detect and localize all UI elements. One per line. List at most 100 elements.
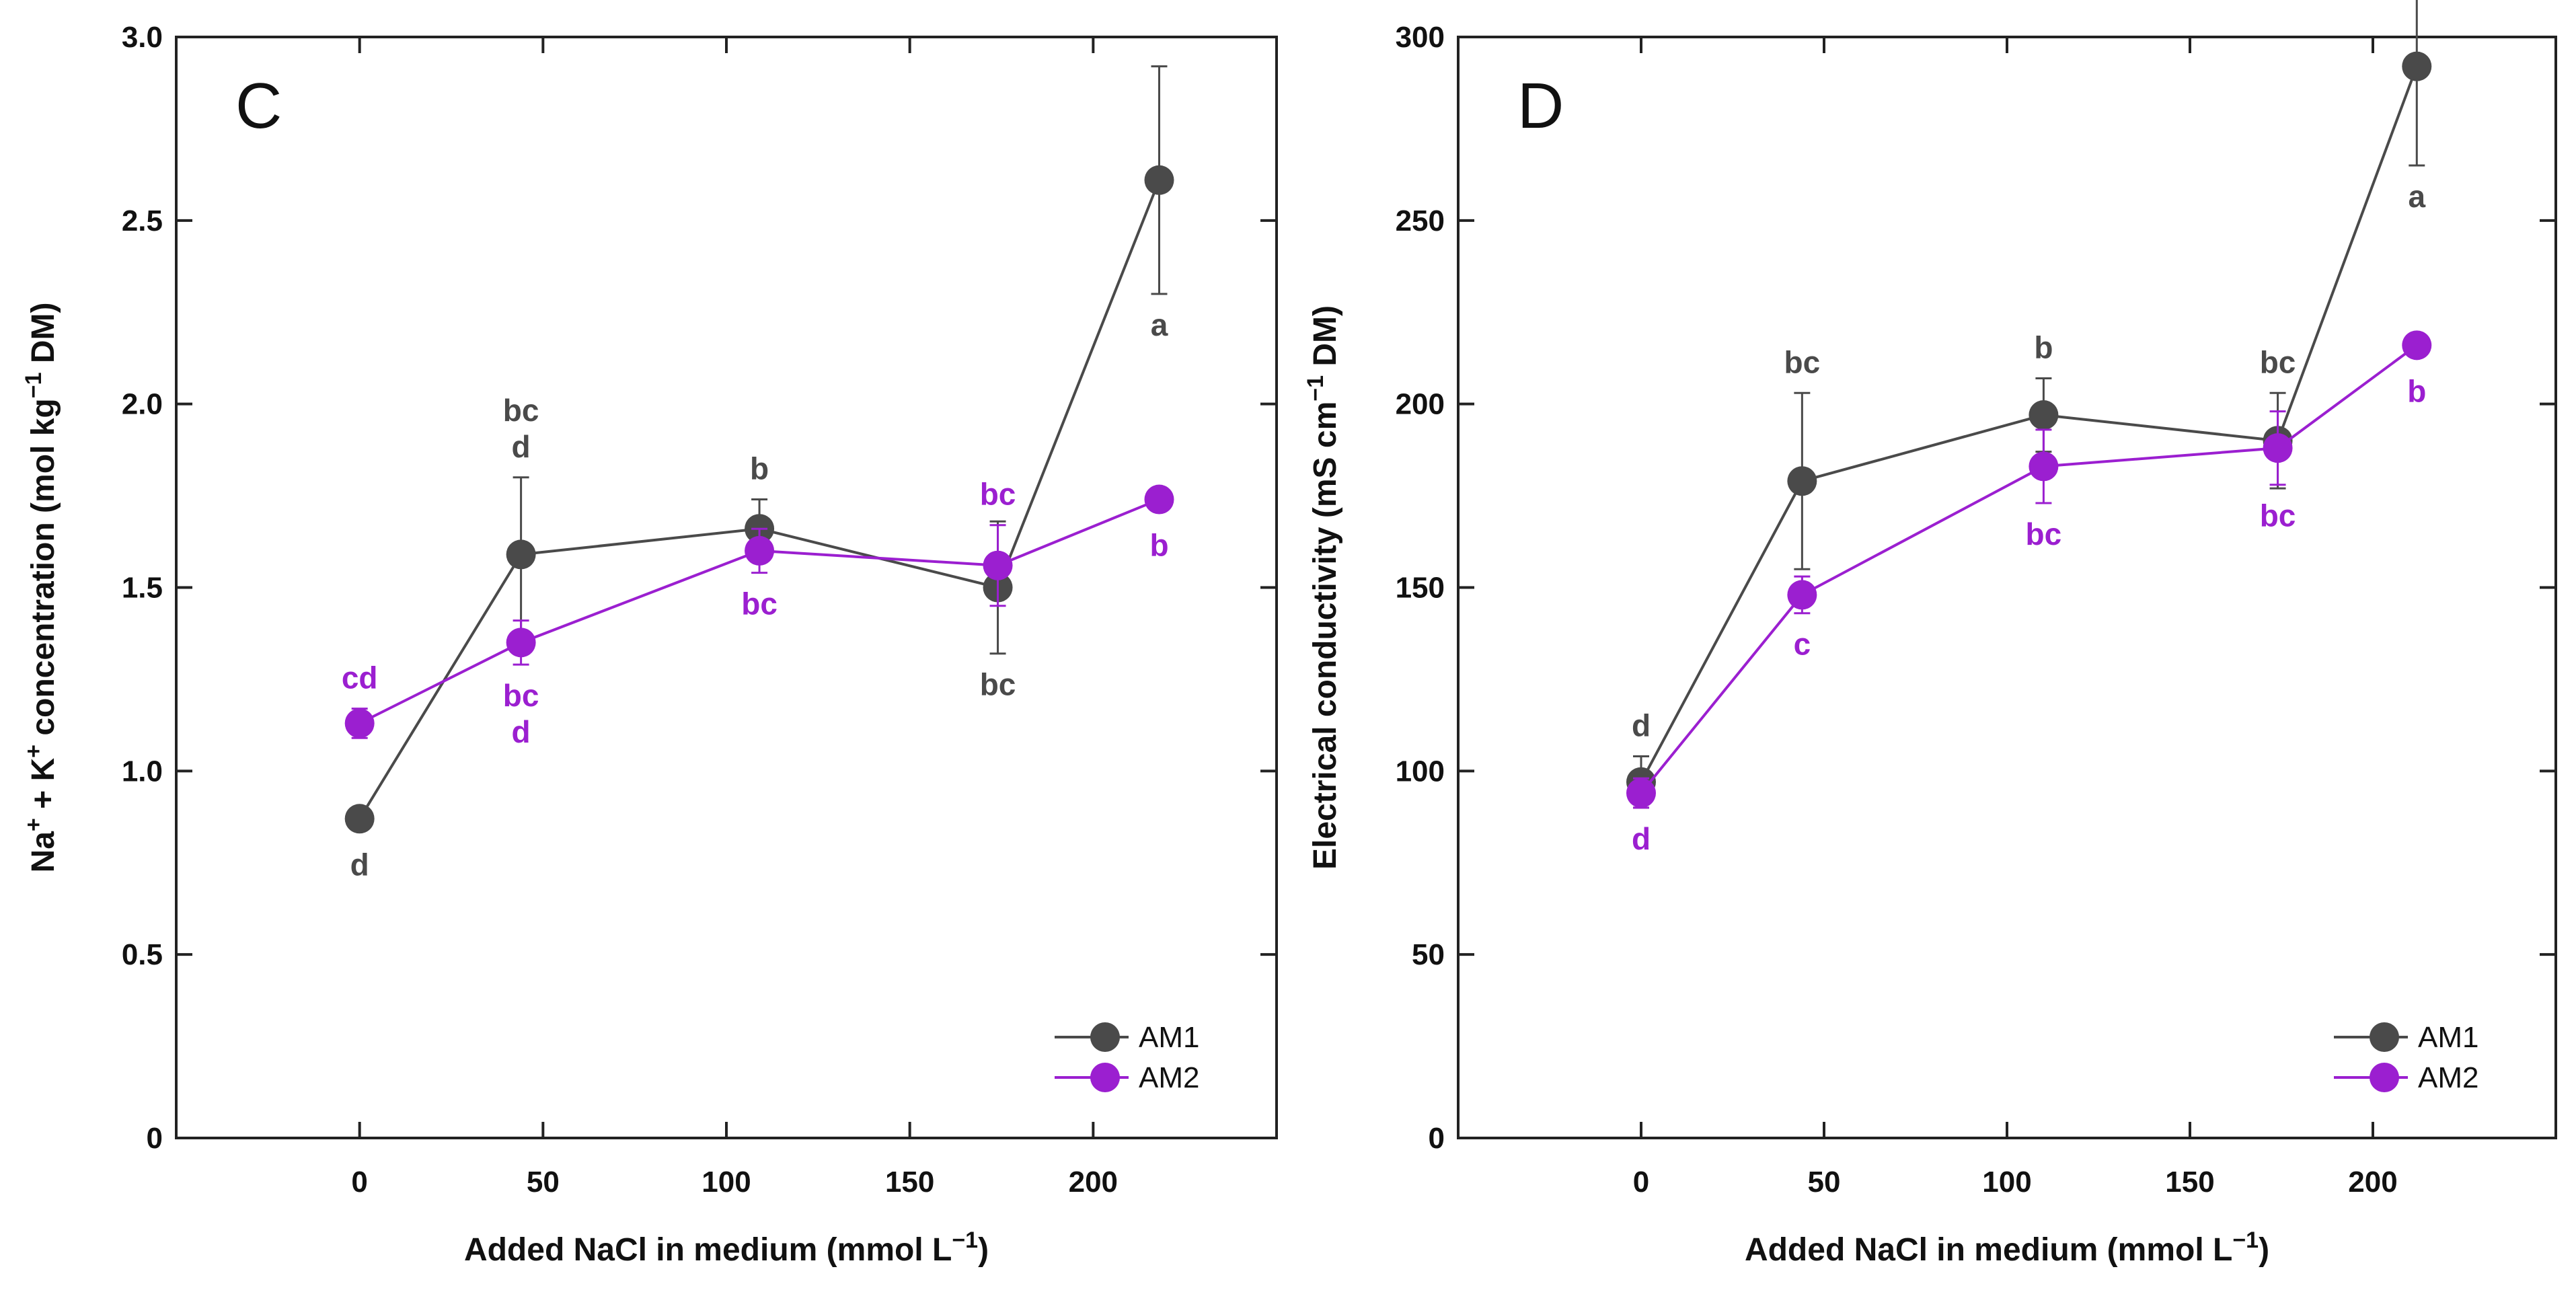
x-tick-label: 200 — [2348, 1166, 2397, 1199]
series-am2: d c bc bc b — [1626, 330, 2432, 856]
data-point — [1144, 484, 1174, 515]
series-line — [1640, 65, 2419, 783]
data-point — [506, 539, 536, 570]
significance-letter-line: d — [512, 714, 531, 749]
y-tick-label: 250 — [1396, 204, 1445, 237]
x-tick-label: 200 — [1069, 1166, 1118, 1199]
y-tick-label: 50 — [1412, 938, 1445, 971]
x-tick-label: 150 — [2165, 1166, 2214, 1199]
legend-marker — [2370, 1063, 2399, 1092]
significance-letter-line: d — [1632, 708, 1651, 743]
data-point — [344, 708, 375, 738]
significance-letter: c — [1794, 627, 1811, 662]
significance-letter-line: b — [2407, 373, 2426, 408]
data-point — [2402, 330, 2432, 361]
y-axis-title-part: DM) — [26, 303, 61, 373]
significance-letter-line: a — [2408, 179, 2425, 214]
significance-letter-line: b — [2034, 330, 2053, 365]
x-axis-title-end: ) — [2259, 1232, 2269, 1268]
legend-label: AM2 — [1139, 1061, 1199, 1094]
x-axis-title-main: Added NaCl in medium (mmol L — [1745, 1232, 2232, 1268]
x-axis-title: Added NaCl in medium (mmol L−1) — [1745, 1227, 2269, 1268]
y-tick-label: 100 — [1396, 755, 1445, 788]
significance-letter-line: bc — [2260, 498, 2296, 533]
significance-letter-line: c — [1794, 627, 1811, 662]
legend-marker — [2370, 1022, 2399, 1052]
y-axis-title-sup: −1 — [1303, 375, 1328, 402]
series-am1: dbc b bca — [1626, 0, 2432, 809]
panel-d: 0 50 100 150 200 250 300 0 50 100 150 200 D Added NaC… — [1303, 0, 2557, 1268]
data-point — [2029, 400, 2059, 430]
significance-letter-line: a — [1151, 307, 1168, 342]
y-tick-label: 200 — [1396, 388, 1445, 421]
y-tick-label: 150 — [1396, 572, 1445, 605]
significance-letter: bc — [2260, 498, 2296, 533]
significance-letter: b — [750, 451, 769, 486]
y-axis-title-sup: + — [21, 818, 46, 831]
y-axis-title-part: Na — [26, 831, 61, 873]
significance-letter: d — [1632, 708, 1651, 743]
significance-letter: b — [1149, 528, 1168, 563]
significance-letter: a — [1151, 307, 1168, 342]
y-tick-label: 300 — [1396, 21, 1445, 54]
data-point — [506, 628, 536, 658]
significance-letter-line: d — [350, 847, 369, 882]
significance-letter: cd — [342, 660, 378, 695]
significance-letter: a — [2408, 179, 2425, 214]
y-tick-label: 2.5 — [122, 204, 163, 237]
panel-letter: D — [1517, 70, 1564, 142]
significance-letter: bc d — [503, 393, 539, 464]
significance-letter-line: bc — [2260, 344, 2296, 379]
significance-letter-line: bc — [503, 678, 539, 713]
y-axis-title-sup: −1 — [21, 373, 46, 399]
panel-c: 0 0.5 1.0 1.5 2.0 2.5 3.0 0 50 100 150 200 C Added Na… — [21, 21, 1278, 1268]
y-axis-title-part: DM) — [1308, 305, 1343, 375]
significance-letter-line: d — [512, 429, 531, 464]
data-point — [1144, 165, 1174, 195]
y-tick-label: 0 — [147, 1122, 163, 1155]
plot-frame — [175, 36, 1278, 1139]
data-point — [344, 804, 375, 834]
significance-letter: b — [2034, 330, 2053, 365]
data-point — [1787, 580, 1817, 610]
significance-letter: b — [2407, 373, 2426, 408]
x-axis-title-main: Added NaCl in medium (mmol L — [464, 1232, 952, 1268]
significance-letter-line: bc — [503, 393, 539, 428]
data-point — [1626, 778, 1656, 808]
x-tick-label: 0 — [351, 1166, 367, 1199]
y-axis-title: Na+ + K+ concentration (mol kg−1 DM) — [21, 303, 61, 873]
significance-letter-line: b — [750, 451, 769, 486]
x-tick-label: 150 — [885, 1166, 934, 1199]
significance-letter-line: b — [1149, 528, 1168, 563]
series-line — [1640, 344, 2418, 794]
y-tick-label: 0.5 — [122, 938, 163, 971]
x-axis-title-sup: −1 — [952, 1227, 978, 1253]
data-point — [2402, 51, 2432, 81]
significance-letter-line: bc — [980, 667, 1016, 702]
y-tick-label: 1.0 — [122, 755, 163, 788]
x-tick-label: 50 — [1808, 1166, 1841, 1199]
data-point — [2263, 433, 2293, 463]
significance-letter: d — [350, 847, 369, 882]
data-point — [983, 550, 1013, 580]
x-tick-label: 0 — [1633, 1166, 1649, 1199]
significance-letter: d — [1632, 821, 1651, 856]
x-tick-label: 100 — [702, 1166, 751, 1199]
y-axis-title-part: Electrical conductivity (mS cm — [1308, 402, 1343, 870]
significance-letter-line: cd — [342, 660, 378, 695]
significance-letter: bc d — [503, 678, 539, 749]
legend-marker — [1090, 1022, 1120, 1052]
legend-label: AM1 — [1139, 1021, 1199, 1054]
significance-letter-line: bc — [741, 586, 778, 621]
plot-frame — [1457, 36, 2557, 1139]
x-tick-label: 50 — [527, 1166, 560, 1199]
legend-label: AM2 — [2418, 1061, 2478, 1094]
significance-letter-line: bc — [2026, 517, 2062, 552]
legend-label: AM1 — [2418, 1021, 2478, 1054]
y-tick-label: 2.0 — [122, 388, 163, 421]
